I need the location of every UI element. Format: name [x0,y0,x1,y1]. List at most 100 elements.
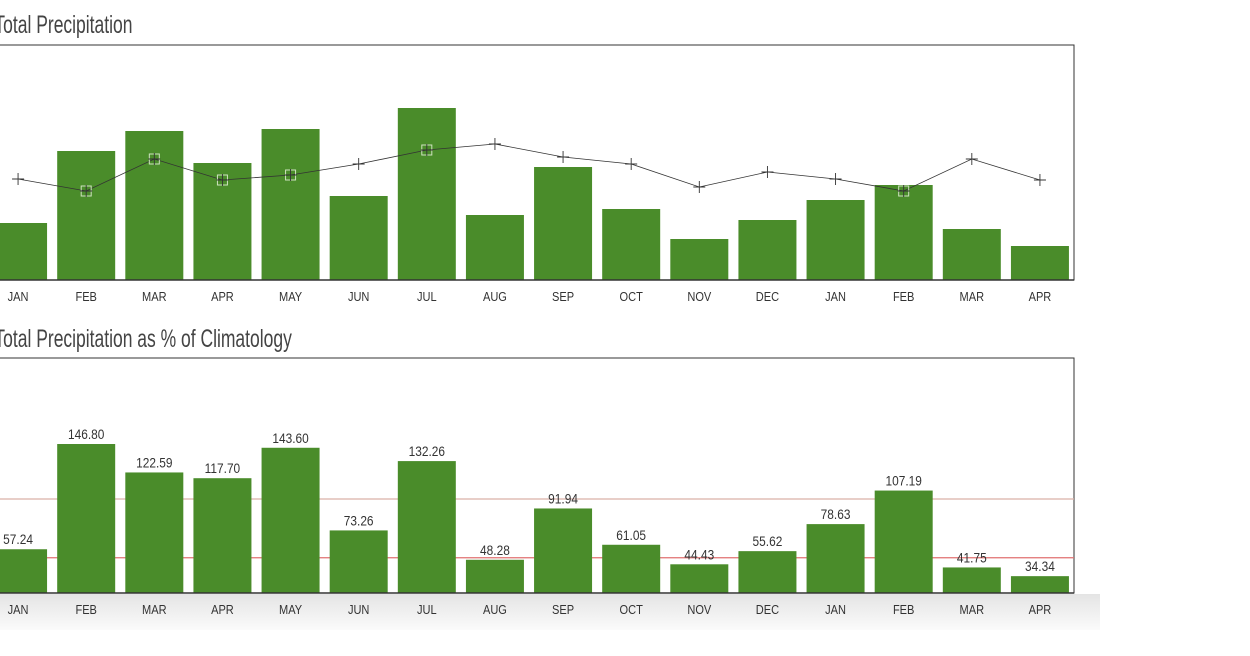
x-tick-label: FEB [893,602,914,617]
bar [874,185,933,280]
x-tick-label: DEC [756,289,780,304]
x-tick-label: AUG [483,289,507,304]
bar [465,559,524,593]
bar [57,444,116,593]
marker [557,151,570,163]
bar [602,209,661,280]
value-label: 44.43 [684,546,714,562]
value-label: 78.63 [821,506,851,522]
marker [352,158,365,170]
x-tick-label: JUL [417,289,437,304]
x-tick-label: NOV [687,602,711,617]
value-label: 73.26 [344,512,374,528]
x-tick-label: SEP [552,602,574,617]
x-tick-label: MAR [142,289,167,304]
bar [261,447,320,593]
x-tick-label: MAY [279,289,302,304]
value-label: 132.26 [409,443,445,459]
bar [602,544,661,593]
bar [806,524,865,593]
marker [965,153,978,165]
bar [329,530,388,593]
value-label: 55.62 [753,533,783,549]
x-tick-label: JUN [348,289,369,304]
marker [488,138,501,150]
bar [261,129,320,280]
bar [465,215,524,280]
value-label: 61.05 [616,527,646,543]
x-tick-label: JUL [417,602,437,617]
x-tick-label: JAN [825,289,846,304]
marker [216,174,229,186]
x-tick-label: APR [211,289,234,304]
bar [1010,576,1069,593]
bar [806,200,865,280]
bar [193,478,252,593]
x-tick-label: MAR [142,602,167,617]
value-label: 146.80 [68,426,104,442]
bar [670,239,729,280]
marker [693,181,706,193]
x-tick-label: MAR [960,602,985,617]
footer-shade [0,594,1100,630]
chart-title: Total Precipitation as % of Climatology [0,324,292,353]
x-tick-label: OCT [620,602,644,617]
marker [829,173,842,185]
climatology-line [17,143,1041,192]
bar [1010,246,1069,280]
value-label: 41.75 [957,550,987,566]
x-tick-label: FEB [75,602,96,617]
x-tick-label: JUN [348,602,369,617]
value-label: 91.94 [548,491,578,507]
value-label: 122.59 [136,455,172,471]
bar [738,551,797,593]
x-tick-label: MAR [960,289,985,304]
value-label: 107.19 [885,473,921,489]
marker [148,153,161,165]
x-tick-label: JAN [8,289,29,304]
x-tick-label: APR [1029,602,1052,617]
x-tick-label: JAN [825,602,846,617]
bar [670,564,729,593]
bar [534,167,593,280]
value-label: 48.28 [480,542,510,558]
value-label: 34.34 [1025,558,1055,574]
x-tick-label: OCT [620,289,644,304]
marker [897,185,910,197]
marker [80,185,93,197]
x-tick-label: APR [1029,289,1052,304]
bar [874,490,933,593]
bar [0,223,48,280]
bar [397,108,456,280]
bar [329,196,388,280]
x-tick-label: NOV [687,289,711,304]
x-tick-label: MAY [279,602,302,617]
bar [738,220,797,280]
marker [761,166,774,178]
x-tick-label: AUG [483,602,507,617]
x-tick-label: APR [211,602,234,617]
value-label: 117.70 [205,460,240,476]
chart-title: Total Precipitation [0,10,132,39]
bar [942,229,1001,280]
bar [57,151,116,280]
bar [942,567,1001,593]
value-label: 57.24 [3,531,33,547]
bar [125,472,184,593]
marker [625,158,638,170]
x-tick-label: JAN [8,602,29,617]
bar [534,508,593,593]
x-tick-label: FEB [893,289,914,304]
marker [284,169,297,181]
x-tick-label: FEB [75,289,96,304]
x-tick-label: SEP [552,289,574,304]
bar [0,549,48,593]
marker [1033,174,1046,186]
bar [397,461,456,593]
marker [12,173,25,185]
x-tick-label: DEC [756,602,780,617]
marker [420,144,433,156]
value-label: 143.60 [272,430,308,446]
